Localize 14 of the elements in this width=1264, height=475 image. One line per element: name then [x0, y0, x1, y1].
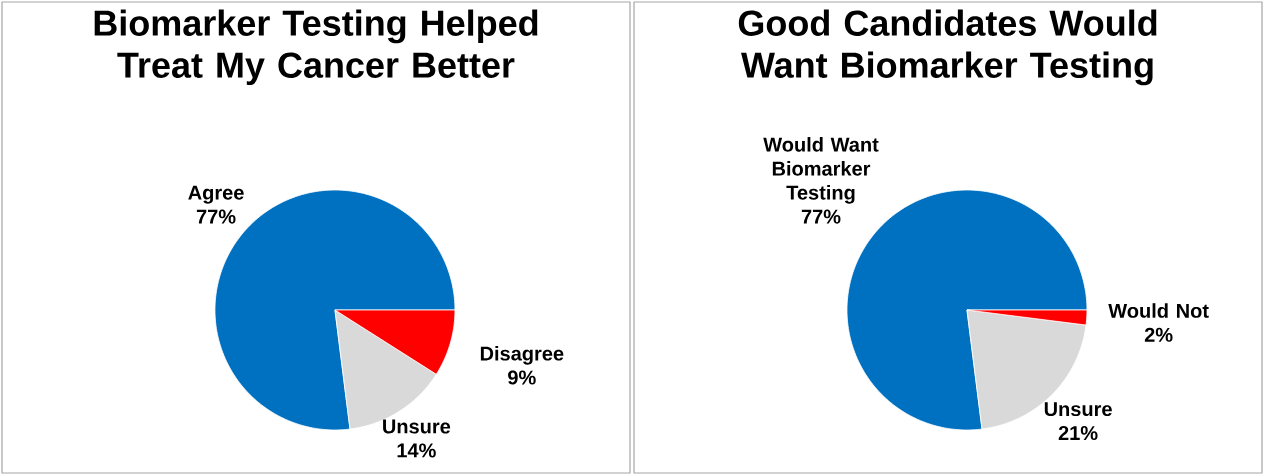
data-label: 77% [196, 209, 236, 224]
chart-title: Good Candidates Would Want Biomarker Testing [738, 9, 1157, 86]
data-label: 2% [1144, 327, 1173, 342]
data-label: 21% [1058, 425, 1098, 441]
slice-label: Would Not [1108, 303, 1209, 318]
slice-label: Unsure [383, 419, 451, 434]
slice-label: Would Want Biomarker Testing [763, 137, 879, 204]
slice-label: Disagree [480, 345, 564, 365]
chart-title: Biomarker Testing Helped Treat My Cancer Better [94, 9, 538, 86]
slice-label: Unsure [1044, 402, 1112, 417]
data-label: 14% [397, 443, 436, 458]
data-label: 9% [508, 370, 536, 385]
slice-label: Agree [188, 185, 244, 204]
data-label: 77% [801, 209, 841, 224]
